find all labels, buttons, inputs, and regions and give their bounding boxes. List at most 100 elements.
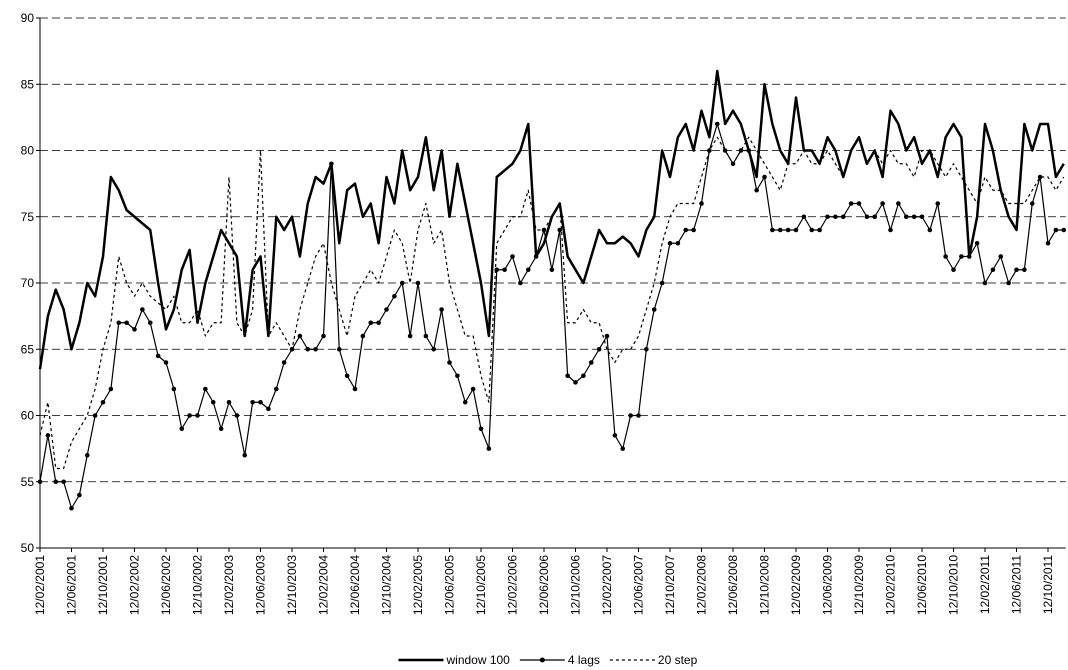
x-tick-label: 12/02/2004 [317, 555, 331, 615]
point-marker [998, 254, 1004, 259]
point-marker [336, 346, 342, 352]
point-marker [352, 386, 358, 392]
point-marker [636, 413, 641, 418]
point-marker [368, 320, 374, 326]
point-marker [478, 426, 484, 432]
point-marker [84, 452, 90, 458]
x-tick-label: 12/06/2001 [65, 555, 79, 615]
point-marker [242, 452, 248, 458]
point-marker [305, 346, 311, 352]
point-marker [329, 161, 334, 167]
point-marker [943, 254, 948, 259]
x-tick-label: 12/06/2002 [159, 555, 173, 615]
point-marker [880, 201, 885, 206]
point-marker [604, 333, 610, 339]
x-tick-label: 12/10/2001 [96, 555, 110, 615]
point-marker [45, 433, 51, 438]
point-marker [659, 280, 665, 286]
point-marker [462, 399, 468, 405]
point-marker [1022, 267, 1027, 273]
point-marker [1006, 280, 1011, 286]
point-marker [667, 240, 673, 246]
point-marker [431, 346, 437, 352]
x-tick-label: 12/10/2009 [852, 555, 866, 615]
point-marker [392, 293, 397, 299]
point-marker [415, 280, 421, 286]
point-marker [817, 227, 822, 233]
point-marker [423, 333, 429, 339]
point-marker [100, 399, 106, 405]
point-marker [360, 333, 366, 339]
point-marker [911, 214, 917, 220]
point-marker [651, 307, 657, 312]
x-tick-label: 12/02/2006 [506, 555, 520, 615]
point-marker [171, 386, 177, 392]
point-marker [974, 240, 980, 246]
x-tick-label: 12/02/2011 [978, 555, 992, 614]
point-marker [714, 121, 720, 127]
point-marker [596, 346, 602, 352]
point-marker [699, 201, 704, 206]
point-marker [108, 386, 114, 392]
point-marker [856, 201, 862, 206]
point-marker [124, 320, 129, 326]
point-marker [533, 254, 539, 259]
point-marker [809, 227, 815, 233]
point-marker [53, 479, 59, 485]
point-marker [951, 267, 956, 273]
point-marker [250, 399, 255, 405]
point-marker [321, 333, 326, 339]
point-marker [147, 320, 153, 326]
point-marker [903, 214, 909, 220]
point-marker [195, 413, 200, 418]
point-marker [644, 346, 649, 352]
x-tick-label: 12/02/2003 [222, 555, 236, 615]
point-marker [612, 433, 618, 438]
x-tick-label: 12/02/2007 [600, 555, 614, 615]
y-tick-label: 60 [21, 409, 35, 423]
point-marker [1061, 227, 1067, 233]
point-marker [919, 214, 925, 220]
point-marker [793, 227, 799, 233]
point-marker [218, 426, 224, 432]
point-marker [565, 373, 570, 379]
x-tick-label: 12/06/2005 [443, 555, 457, 615]
point-marker [77, 492, 82, 498]
x-tick-label: 12/10/2007 [663, 555, 677, 615]
point-marker [163, 360, 169, 365]
y-tick-label: 50 [21, 541, 35, 555]
point-marker [61, 479, 66, 485]
x-tick-label: 12/06/2003 [254, 555, 268, 615]
point-marker [234, 413, 240, 418]
point-marker [848, 201, 854, 206]
point-marker [927, 227, 933, 233]
point-marker [683, 227, 689, 233]
point-marker [132, 327, 137, 332]
point-marker [896, 201, 901, 206]
x-tick-label: 12/02/2008 [695, 555, 709, 615]
legend-label: window 100 [445, 653, 510, 667]
point-marker [210, 399, 216, 405]
point-marker [628, 413, 633, 418]
point-marker [840, 214, 846, 220]
point-marker [1037, 174, 1043, 180]
point-marker [825, 214, 830, 220]
point-marker [455, 373, 460, 379]
y-tick-label: 90 [21, 11, 35, 25]
y-tick-label: 55 [21, 475, 35, 489]
x-tick-label: 12/10/2008 [758, 555, 772, 615]
point-marker [226, 399, 232, 405]
legend-marker [539, 657, 545, 663]
point-marker [37, 479, 43, 485]
point-marker [762, 174, 767, 180]
x-tick-label: 12/02/2001 [33, 555, 47, 615]
y-tick-label: 65 [21, 342, 35, 356]
point-marker [297, 333, 303, 339]
x-tick-label: 12/02/2009 [789, 555, 803, 615]
x-tick-label: 12/06/2006 [537, 555, 551, 615]
x-tick-label: 12/06/2004 [348, 555, 362, 615]
point-marker [525, 267, 531, 273]
point-marker [203, 386, 208, 392]
point-marker [982, 280, 988, 286]
point-marker [486, 446, 492, 451]
